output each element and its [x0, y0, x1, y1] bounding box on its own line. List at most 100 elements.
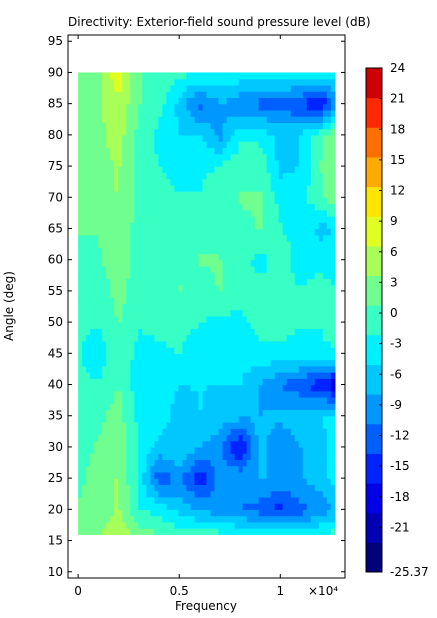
- heatmap-cell: [166, 216, 171, 223]
- heatmap-cell: [266, 84, 272, 92]
- heatmap-cell: [214, 515, 220, 523]
- heatmap-cell: [266, 309, 272, 317]
- heatmap-cell: [294, 216, 300, 223]
- heatmap-cell: [326, 134, 332, 142]
- heatmap-cell: [170, 340, 175, 348]
- heatmap-cell: [178, 128, 184, 136]
- heatmap-cell: [210, 222, 216, 230]
- heatmap-cell: [310, 178, 316, 186]
- heatmap-cell: [222, 166, 228, 173]
- heatmap-cell: [150, 421, 155, 429]
- heatmap-cell: [162, 440, 167, 448]
- heatmap-cell: [190, 490, 196, 498]
- heatmap-cell: [290, 403, 296, 411]
- heatmap-cell: [298, 490, 304, 498]
- heatmap-cell: [150, 465, 155, 473]
- heatmap-cell: [142, 384, 147, 392]
- heatmap-cell: [222, 122, 228, 130]
- heatmap-cell: [262, 359, 268, 367]
- heatmap-cell: [282, 471, 288, 479]
- heatmap-cell: [82, 240, 87, 248]
- heatmap-cell: [166, 222, 171, 230]
- heatmap-cell: [174, 453, 180, 461]
- heatmap-cell: [218, 103, 224, 111]
- heatmap-cell: [202, 91, 208, 99]
- heatmap-cell: [322, 222, 328, 230]
- heatmap-cell: [322, 278, 328, 286]
- heatmap-cell: [214, 409, 220, 417]
- heatmap-cell: [282, 159, 288, 167]
- heatmap-cell: [198, 103, 204, 111]
- heatmap-cell: [98, 515, 103, 523]
- heatmap-cell: [150, 116, 155, 123]
- heatmap-cell: [318, 434, 324, 442]
- heatmap-cell: [178, 265, 184, 273]
- heatmap-cell: [190, 465, 196, 473]
- heatmap-cell: [134, 122, 139, 130]
- heatmap-cell: [250, 303, 256, 311]
- heatmap-cell: [134, 434, 139, 442]
- heatmap-cell: [306, 172, 312, 180]
- heatmap-cell: [106, 290, 111, 298]
- heatmap-cell: [258, 103, 264, 111]
- heatmap-cell: [302, 216, 308, 223]
- heatmap-cell: [246, 91, 252, 99]
- heatmap-cell: [310, 353, 316, 361]
- heatmap-cell: [282, 147, 288, 155]
- heatmap-cell: [206, 72, 212, 80]
- heatmap-cell: [194, 97, 200, 105]
- x-axis-label: Frequency: [175, 599, 237, 613]
- heatmap-cell: [78, 141, 83, 148]
- heatmap-cell: [146, 159, 151, 167]
- heatmap-cell: [210, 265, 216, 273]
- heatmap-cell: [174, 91, 180, 99]
- heatmap-cell: [242, 415, 248, 423]
- heatmap-cell: [302, 465, 308, 473]
- heatmap-cell: [102, 122, 107, 130]
- heatmap-cell: [102, 509, 107, 517]
- heatmap-cell: [266, 128, 272, 136]
- heatmap-cell: [290, 484, 296, 492]
- heatmap-cell: [270, 284, 276, 292]
- heatmap-cell: [90, 172, 95, 180]
- heatmap-cell: [242, 216, 248, 223]
- heatmap-cell: [218, 240, 224, 248]
- heatmap-cell: [290, 240, 296, 248]
- heatmap-cell: [306, 484, 312, 492]
- heatmap-cell: [106, 303, 111, 311]
- heatmap-cell: [170, 428, 175, 436]
- heatmap-cell: [86, 209, 91, 217]
- heatmap-cell: [322, 234, 328, 242]
- heatmap-cell: [246, 272, 252, 280]
- heatmap-cell: [234, 122, 240, 130]
- heatmap-cell: [246, 390, 252, 398]
- heatmap-cell: [310, 197, 316, 205]
- heatmap-cell: [206, 390, 212, 398]
- heatmap-cell: [82, 84, 87, 92]
- heatmap-cell: [82, 384, 87, 392]
- heatmap-cell: [258, 415, 264, 423]
- heatmap-cell: [82, 397, 87, 404]
- heatmap-cell: [190, 147, 196, 155]
- heatmap-cell: [118, 521, 123, 529]
- heatmap-cell: [198, 328, 204, 336]
- heatmap-cell: [230, 72, 236, 80]
- heatmap-cell: [286, 428, 292, 436]
- heatmap-cell: [218, 384, 224, 392]
- heatmap-cell: [302, 440, 308, 448]
- heatmap-cell: [246, 253, 252, 261]
- heatmap-cell: [126, 97, 131, 105]
- heatmap-cell: [138, 122, 143, 130]
- heatmap-cell: [198, 446, 204, 454]
- heatmap-cell: [226, 384, 232, 392]
- heatmap-cell: [186, 315, 192, 323]
- heatmap-cell: [126, 159, 131, 167]
- heatmap-cell: [150, 440, 155, 448]
- heatmap-cell: [166, 334, 171, 342]
- heatmap-cell: [186, 253, 192, 261]
- heatmap-cell: [118, 247, 123, 255]
- heatmap-cell: [290, 415, 296, 423]
- heatmap-cell: [282, 278, 288, 286]
- heatmap-cell: [266, 334, 272, 342]
- heatmap-cell: [226, 453, 232, 461]
